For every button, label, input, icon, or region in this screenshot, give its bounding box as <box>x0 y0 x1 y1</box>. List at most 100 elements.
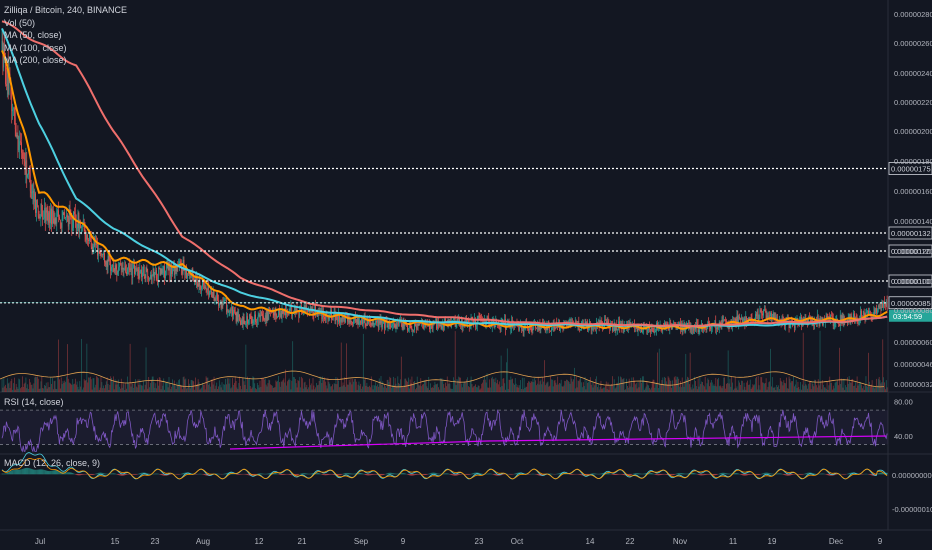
legend-ma100[interactable]: MA (100, close) <box>4 42 67 53</box>
macd-histogram-bar <box>769 473 771 475</box>
volume-bar <box>436 384 438 392</box>
volume-bar <box>250 388 252 392</box>
macd-histogram-bar <box>14 469 16 475</box>
volume-bar <box>774 386 776 392</box>
candle-body <box>860 310 861 320</box>
candle-body <box>280 313 282 318</box>
candle-body <box>296 308 298 311</box>
volume-bar <box>39 388 41 392</box>
legend-ma200[interactable]: MA (200, close) <box>4 55 67 65</box>
candle-body <box>423 323 425 329</box>
volume-bar <box>267 383 269 392</box>
macd-histogram-bar <box>253 474 255 476</box>
candle-body <box>714 321 716 324</box>
macd-histogram-bar <box>322 474 324 475</box>
macd-legend[interactable]: MACD (12, 26, close, 9) <box>4 458 101 468</box>
candle-body <box>81 226 82 228</box>
candle-body <box>88 239 89 241</box>
macd-histogram-bar <box>645 473 647 475</box>
candle-body <box>168 264 170 271</box>
volume-bar <box>486 373 488 392</box>
macd-histogram-bar <box>551 473 552 475</box>
volume-bar <box>256 389 257 392</box>
macd-histogram-bar <box>432 472 434 475</box>
legend-ma50[interactable]: MA (50, close) <box>4 30 62 40</box>
volume-bar <box>338 380 339 392</box>
countdown-box <box>889 309 932 322</box>
candle-body <box>292 313 293 316</box>
macd-histogram-bar <box>100 472 102 475</box>
volume-bar <box>496 383 498 392</box>
macd-histogram-bar <box>537 474 539 476</box>
candle-body <box>170 265 172 277</box>
volume-bar <box>35 376 37 392</box>
macd-histogram-bar <box>80 474 82 476</box>
candle-body <box>143 266 145 277</box>
symbol-title[interactable]: Zilliqa / Bitcoin, 240, BINANCE <box>4 5 128 15</box>
volume-bar <box>138 384 140 392</box>
volume-bar <box>611 384 612 392</box>
macd-histogram-bar <box>188 472 189 475</box>
macd-histogram-bar <box>240 474 241 475</box>
volume-bar <box>763 383 765 392</box>
candle-body <box>694 325 695 331</box>
macd-histogram-bar <box>146 473 148 475</box>
legend-vol[interactable]: Vol (50) <box>4 17 36 28</box>
volume-bar <box>606 388 608 392</box>
volume-bar <box>131 382 133 392</box>
volume-bar <box>629 386 631 392</box>
price-tick-label: 0.00000046 <box>894 360 932 369</box>
candle-body <box>415 323 416 327</box>
candle-body <box>45 210 47 222</box>
volume-bar <box>219 384 221 392</box>
candle-body <box>258 314 260 316</box>
volume-bar <box>748 384 750 392</box>
macd-histogram-bar <box>786 474 787 476</box>
macd-histogram-bar <box>319 473 321 475</box>
candle-body <box>605 320 607 324</box>
volume-bar <box>812 384 814 392</box>
candle-body <box>429 323 430 330</box>
volume-bar <box>52 378 53 392</box>
volume-bar <box>596 376 597 392</box>
volume-bar <box>77 386 79 392</box>
macd-histogram-bar <box>814 473 816 475</box>
volume-bar <box>444 387 445 392</box>
volume-bar <box>882 339 884 392</box>
macd-histogram-bar <box>79 474 81 476</box>
candle-body <box>612 329 614 331</box>
rsi-legend[interactable]: RSI (14, close) <box>4 397 64 407</box>
candle-body <box>858 321 860 322</box>
volume-bar <box>878 376 880 392</box>
candle-body <box>138 270 140 279</box>
volume-bar <box>813 386 815 392</box>
volume-bar <box>247 376 249 392</box>
macd-histogram-bar <box>257 473 259 475</box>
volume-bar <box>709 386 710 392</box>
volume-bar <box>819 330 821 392</box>
volume-bar <box>311 389 313 392</box>
macd-histogram-bar <box>704 474 706 475</box>
candle-body <box>172 266 173 274</box>
volume-bar <box>94 387 96 392</box>
volume-bar <box>46 388 48 392</box>
candle-body <box>370 324 372 326</box>
candle-body <box>833 323 835 326</box>
candle-body <box>263 316 264 320</box>
candle-body <box>276 316 278 318</box>
candle-body <box>200 287 202 290</box>
macd-histogram-bar <box>819 473 821 475</box>
macd-histogram-bar <box>147 473 149 475</box>
candle-body <box>808 317 809 322</box>
volume-bar <box>251 387 253 392</box>
candle-body <box>322 312 323 320</box>
candle-body <box>394 323 396 328</box>
candle-body <box>672 325 673 330</box>
candle-body <box>18 146 20 151</box>
volume-bar <box>337 377 339 392</box>
macd-histogram-bar <box>642 473 643 475</box>
volume-bar <box>303 382 305 392</box>
volume-bar <box>463 381 465 392</box>
